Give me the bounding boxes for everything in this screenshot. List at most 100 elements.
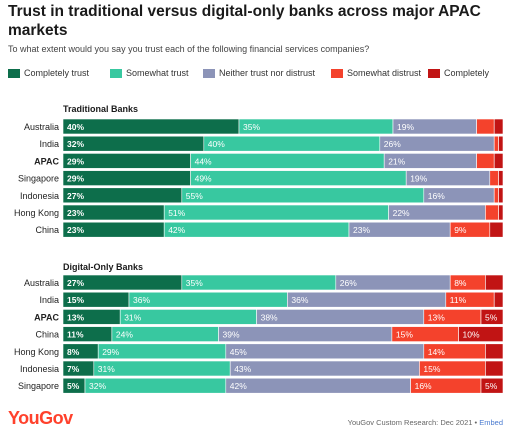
- data-label-australia-somewhat-trust: 35%: [243, 122, 260, 132]
- data-label-china-somewhat-trust: 42%: [168, 225, 185, 235]
- data-label-hong-kong-neither-trust-nor-distrust: 45%: [230, 347, 247, 357]
- category-label-hong-kong: Hong Kong: [14, 347, 59, 357]
- panel-title-digital-only-banks: Digital-Only Banks: [63, 262, 143, 272]
- data-label-india-neither-trust-nor-distrust: 26%: [384, 139, 401, 149]
- data-label-australia-somewhat-distrust: 8%: [454, 278, 467, 288]
- bar-segment-australia-completely: [485, 274, 504, 291]
- bar-segment-china-completely: [458, 326, 504, 342]
- legend-swatch-completely-distrust: [428, 69, 440, 78]
- source-separator: •: [472, 418, 480, 427]
- bar-segment-india-somewhat-trust: [203, 135, 381, 152]
- data-label-apac-somewhat-trust: 31%: [124, 312, 141, 322]
- data-label-india-somewhat-trust: 36%: [133, 295, 150, 305]
- bar-segment-hong-kong-somewhat-trust: [163, 204, 389, 221]
- bar-segment-indonesia-completely: [498, 187, 504, 204]
- bar-segment-hong-kong-completely: [485, 343, 504, 360]
- bar-segment-india-completely-trust: [62, 135, 205, 152]
- data-label-indonesia-somewhat-trust: 31%: [98, 364, 115, 374]
- bar-segment-indonesia-somewhat-trust: [181, 187, 425, 204]
- bar-segment-china-neither-trust-nor-distrust: [218, 326, 393, 342]
- legend-swatch-somewhat-trust: [110, 69, 122, 78]
- legend-item-somewhat-trust: Somewhat trust: [110, 68, 189, 79]
- legend-label-completely-distrust: Completely: [444, 68, 490, 78]
- data-label-hong-kong-neither-trust-nor-distrust: 22%: [393, 208, 410, 218]
- bar-segment-indonesia-neither-trust-nor-distrust: [229, 360, 420, 377]
- bar-segment-china-completely: [489, 221, 504, 238]
- legend-label-neither: Neither trust nor distrust: [219, 68, 316, 78]
- bar-segment-australia-completely-trust: [62, 118, 240, 135]
- data-label-china-somewhat-distrust: 9%: [454, 225, 467, 235]
- category-label-india: India: [39, 295, 59, 305]
- data-label-apac-completely-trust: 29%: [67, 156, 84, 166]
- data-label-australia-completely-trust: 40%: [67, 122, 84, 132]
- category-label-australia: Australia: [24, 278, 59, 288]
- data-label-china-completely-trust: 11%: [67, 330, 84, 340]
- bar-segment-hong-kong-neither-trust-nor-distrust: [225, 343, 425, 360]
- data-label-hong-kong-somewhat-trust: 51%: [168, 208, 185, 218]
- bar-segment-india-somewhat-trust: [128, 291, 288, 308]
- legend-item-completely-trust: Completely trust: [8, 68, 89, 79]
- data-label-indonesia-neither-trust-nor-distrust: 16%: [428, 191, 445, 201]
- embed-link[interactable]: Embed: [479, 418, 503, 427]
- bar-segment-apac-completely: [493, 153, 504, 169]
- data-label-australia-neither-trust-nor-distrust: 26%: [340, 278, 357, 288]
- data-label-singapore-somewhat-distrust: 16%: [415, 381, 432, 391]
- bar-segment-hong-kong-completely: [498, 204, 504, 221]
- bar-segment-china-somewhat-trust: [163, 221, 350, 238]
- bar-segment-india-completely: [498, 135, 504, 152]
- bar-segment-india-neither-trust-nor-distrust: [287, 291, 447, 308]
- data-label-india-completely-trust: 15%: [67, 295, 84, 305]
- data-label-apac-completely: 5%: [485, 312, 498, 322]
- data-label-india-neither-trust-nor-distrust: 36%: [291, 295, 308, 305]
- bar-segment-hong-kong-somewhat-distrust: [485, 204, 499, 221]
- category-label-indonesia: Indonesia: [20, 364, 59, 374]
- bar-segment-indonesia-somewhat-distrust: [493, 187, 499, 204]
- category-label-hong-kong: Hong Kong: [14, 208, 59, 218]
- data-label-singapore-completely-trust: 5%: [67, 381, 80, 391]
- bar-segment-apac-somewhat-trust: [190, 153, 385, 169]
- data-label-china-completely-trust: 23%: [67, 225, 84, 235]
- data-label-china-neither-trust-nor-distrust: 39%: [223, 330, 240, 340]
- bar-segment-apac-somewhat-distrust: [476, 153, 495, 169]
- category-label-china: China: [35, 330, 59, 340]
- legend-label-somewhat-trust: Somewhat trust: [126, 68, 189, 78]
- source-text: YouGov Custom Research: Dec 2021: [347, 418, 473, 427]
- bar-segment-singapore-neither-trust-nor-distrust: [225, 377, 411, 394]
- footer-source: YouGov Custom Research: Dec 2021 • Embed: [348, 418, 503, 427]
- bar-segment-indonesia-completely: [485, 360, 504, 377]
- bar-segment-australia-somewhat-trust: [181, 274, 337, 291]
- bar-segment-singapore-somewhat-trust: [190, 170, 407, 186]
- data-label-singapore-somewhat-trust: 32%: [89, 381, 106, 391]
- bar-segment-singapore-somewhat-trust: [84, 377, 227, 394]
- data-label-singapore-neither-trust-nor-distrust: 19%: [410, 174, 427, 184]
- data-label-indonesia-somewhat-trust: 55%: [186, 191, 203, 201]
- data-label-singapore-neither-trust-nor-distrust: 42%: [230, 381, 247, 391]
- category-label-singapore: Singapore: [18, 381, 59, 391]
- data-label-apac-somewhat-trust: 44%: [195, 156, 212, 166]
- category-label-singapore: Singapore: [18, 174, 59, 184]
- legend-swatch-somewhat-distrust: [331, 69, 343, 78]
- data-label-australia-neither-trust-nor-distrust: 19%: [397, 122, 414, 132]
- yougov-logo: YouGov: [8, 408, 73, 428]
- data-label-apac-neither-trust-nor-distrust: 21%: [388, 156, 405, 166]
- data-label-apac-completely-trust: 13%: [67, 312, 84, 322]
- legend-swatch-neither: [203, 69, 215, 78]
- data-label-apac-neither-trust-nor-distrust: 38%: [261, 312, 278, 322]
- legend-item-somewhat-distrust: Somewhat distrust: [331, 68, 421, 79]
- bar-segment-singapore-completely: [480, 377, 504, 394]
- data-label-australia-somewhat-trust: 35%: [186, 278, 203, 288]
- data-label-china-somewhat-trust: 24%: [116, 330, 133, 340]
- category-label-china: China: [35, 225, 59, 235]
- data-label-indonesia-completely-trust: 7%: [67, 364, 80, 374]
- data-label-indonesia-somewhat-distrust: 15%: [423, 364, 440, 374]
- data-label-china-neither-trust-nor-distrust: 23%: [353, 225, 370, 235]
- data-label-singapore-completely: 5%: [485, 381, 498, 391]
- legend-item-completely-distrust: Completely: [428, 68, 489, 79]
- chart-subtitle: To what extent would you say you trust e…: [8, 44, 370, 54]
- category-label-apac: APAC: [34, 156, 59, 166]
- data-label-india-completely-trust: 32%: [67, 139, 84, 149]
- data-label-hong-kong-completely-trust: 8%: [67, 347, 80, 357]
- panel-title-traditional-banks: Traditional Banks: [63, 104, 138, 114]
- legend-item-neither: Neither trust nor distrust: [203, 68, 328, 79]
